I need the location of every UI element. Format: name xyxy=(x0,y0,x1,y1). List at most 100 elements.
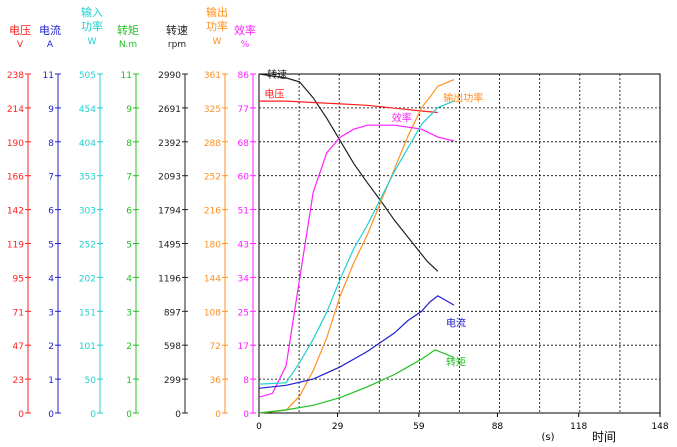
series-line-output_power xyxy=(258,79,455,414)
y-axis-title: 电流 xyxy=(39,23,61,37)
y-axis-title: 电压 xyxy=(9,24,31,37)
y-tick-label: 60 xyxy=(238,173,250,183)
y-tick-label: 2 xyxy=(126,342,132,352)
series-lines xyxy=(258,73,455,414)
series-line-torque xyxy=(258,349,455,414)
x-axis: 0 29 59 88 118 148 (s) 时间 xyxy=(256,413,669,444)
y-tick-label: 166 xyxy=(7,173,24,183)
y-axis-title: 转速 xyxy=(166,23,188,37)
y-tick-label: 214 xyxy=(7,105,24,115)
y-tick-label: 1495 xyxy=(158,241,181,251)
y-tick-label: 11 xyxy=(121,71,132,81)
y-tick-label: 101 xyxy=(79,342,96,352)
y-tick-label: 71 xyxy=(13,308,24,318)
y-tick-label: 7 xyxy=(126,173,132,183)
y-tick-label: 361 xyxy=(204,71,221,81)
y-tick-label: 23 xyxy=(13,376,24,386)
x-tick-label: 118 xyxy=(570,422,587,432)
y-axis-unit: N.m xyxy=(119,40,137,50)
y-tick-label: 6 xyxy=(126,207,132,217)
y-tick-label: 108 xyxy=(204,308,221,318)
series-annotation: 效率 xyxy=(392,111,412,124)
y-axis-output_power: 0 36 72 108 144 180 216 252 288 325 361 输出功率 W xyxy=(204,5,228,420)
y-tick-label: 4 xyxy=(48,274,54,284)
y-tick-label: 50 xyxy=(85,376,97,386)
y-tick-label: 505 xyxy=(79,71,96,81)
y-tick-label: 897 xyxy=(164,308,181,318)
x-axis-label: 时间 xyxy=(592,430,616,444)
x-axis-unit: (s) xyxy=(541,432,554,443)
y-tick-label: 303 xyxy=(79,207,96,217)
y-axes: 023477195119142166190214238电压V0123456789… xyxy=(7,5,256,420)
y-tick-label: 202 xyxy=(79,274,96,284)
series-annotation: 电压 xyxy=(264,88,284,101)
x-tick-label: 29 xyxy=(332,422,344,432)
grid xyxy=(258,73,661,414)
y-tick-label: 0 xyxy=(18,410,24,420)
y-tick-label: 5 xyxy=(126,241,132,251)
y-axis-unit: W xyxy=(88,37,97,47)
y-tick-label: 25 xyxy=(238,308,249,318)
y-tick-label: 144 xyxy=(204,274,221,284)
series-line-efficiency xyxy=(258,124,455,398)
y-tick-label: 5 xyxy=(48,241,54,251)
y-axis-voltage: 0 23 47 71 95 119 142 166 190 214 238 电压 V xyxy=(7,24,31,420)
y-axis-title: 功率 xyxy=(206,19,228,33)
y-tick-label: 180 xyxy=(204,241,221,251)
series-annotation: 转矩 xyxy=(446,356,466,369)
y-tick-label: 77 xyxy=(238,105,249,115)
y-axis-title: 输出 xyxy=(206,5,228,19)
y-tick-label: 1 xyxy=(126,376,132,386)
y-tick-label: 3 xyxy=(48,308,54,318)
y-tick-label: 34 xyxy=(238,274,250,284)
y-axis-current: 0 1 2 3 4 5 6 7 8 9 11 电流 A xyxy=(39,23,61,420)
y-tick-label: 68 xyxy=(238,139,250,149)
y-axis-torque: 0 1 2 3 4 5 6 7 8 9 11 转矩 N.m xyxy=(117,23,139,420)
y-axis-unit: W xyxy=(213,37,222,47)
y-tick-label: 7 xyxy=(48,173,54,183)
series-line-speed xyxy=(258,73,439,272)
y-tick-label: 1 xyxy=(48,376,54,386)
series-annotation: 输出功率 xyxy=(443,92,483,105)
y-tick-label: 8 xyxy=(126,139,132,149)
y-tick-label: 36 xyxy=(210,376,222,386)
y-axis-speed: 0 299 598 897 1196 1495 1794 2093 2392 2691 2990 转速… xyxy=(158,23,188,420)
y-tick-label: 299 xyxy=(164,376,181,386)
x-tick-label: 0 xyxy=(256,422,262,432)
y-tick-label: 8 xyxy=(48,139,54,149)
y-tick-label: 4 xyxy=(126,274,132,284)
y-tick-label: 190 xyxy=(7,139,24,149)
y-tick-label: 119 xyxy=(7,241,24,251)
y-tick-label: 11 xyxy=(43,71,54,81)
y-tick-label: 0 xyxy=(215,410,221,420)
y-tick-label: 95 xyxy=(13,274,24,284)
y-axis-title: 转矩 xyxy=(117,23,139,37)
series-annotation: 转速 xyxy=(267,68,287,81)
y-tick-label: 325 xyxy=(204,105,221,115)
y-tick-label: 252 xyxy=(79,241,96,251)
y-tick-label: 598 xyxy=(164,342,181,352)
y-tick-label: 454 xyxy=(79,105,96,115)
y-tick-label: 3 xyxy=(126,308,132,318)
y-tick-label: 51 xyxy=(238,207,249,217)
y-tick-label: 8 xyxy=(243,376,249,386)
y-tick-label: 6 xyxy=(48,207,54,217)
y-tick-label: 47 xyxy=(13,342,24,352)
y-axis-unit: A xyxy=(47,40,54,50)
y-tick-label: 1196 xyxy=(158,274,181,284)
y-tick-label: 252 xyxy=(204,173,221,183)
y-tick-label: 17 xyxy=(238,342,249,352)
y-axis-title: 功率 xyxy=(81,19,103,33)
y-tick-label: 2 xyxy=(48,342,54,352)
y-axis-efficiency: 0 8 17 25 34 43 51 60 68 77 86 效率% xyxy=(234,23,256,420)
y-tick-label: 2093 xyxy=(158,173,181,183)
y-tick-label: 0 xyxy=(175,410,181,420)
y-tick-label: 0 xyxy=(243,410,249,420)
y-tick-label: 353 xyxy=(79,173,96,183)
y-tick-label: 0 xyxy=(48,410,54,420)
y-tick-label: 404 xyxy=(79,139,96,149)
y-tick-label: 0 xyxy=(126,410,132,420)
